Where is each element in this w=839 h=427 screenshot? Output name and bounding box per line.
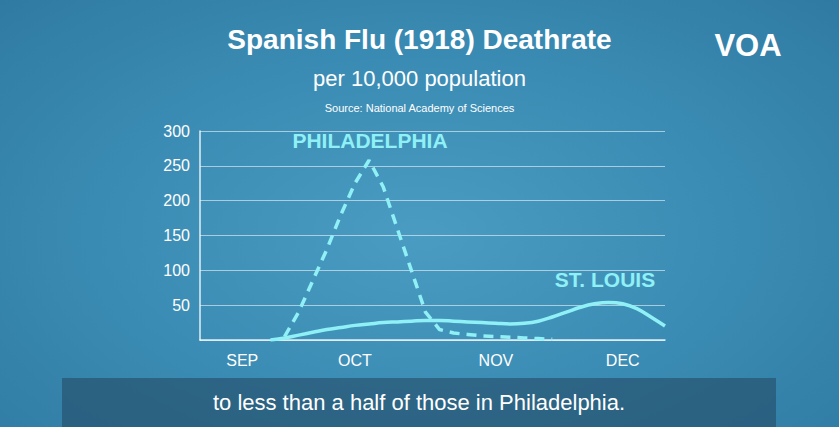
svg-text:ST. LOUIS: ST. LOUIS [555, 268, 655, 291]
svg-text:300: 300 [163, 123, 190, 140]
svg-text:to less than a half of those i: to less than a half of those in Philadel… [213, 390, 625, 415]
svg-text:50: 50 [172, 297, 190, 314]
svg-text:PHILADELPHIA: PHILADELPHIA [292, 129, 447, 152]
svg-text:200: 200 [163, 192, 190, 209]
svg-text:NOV: NOV [479, 352, 514, 369]
svg-text:SEP: SEP [226, 352, 258, 369]
svg-text:DEC: DEC [606, 352, 640, 369]
svg-text:250: 250 [163, 157, 190, 174]
svg-text:VOA: VOA [714, 28, 781, 63]
svg-text:Spanish Flu (1918) Deathrate: Spanish Flu (1918) Deathrate [227, 24, 611, 55]
svg-text:OCT: OCT [338, 352, 372, 369]
svg-text:Source: National Academy of Sc: Source: National Academy of Sciences [325, 102, 515, 114]
svg-text:150: 150 [163, 227, 190, 244]
svg-text:per 10,000 population: per 10,000 population [313, 66, 526, 91]
svg-text:100: 100 [163, 262, 190, 279]
